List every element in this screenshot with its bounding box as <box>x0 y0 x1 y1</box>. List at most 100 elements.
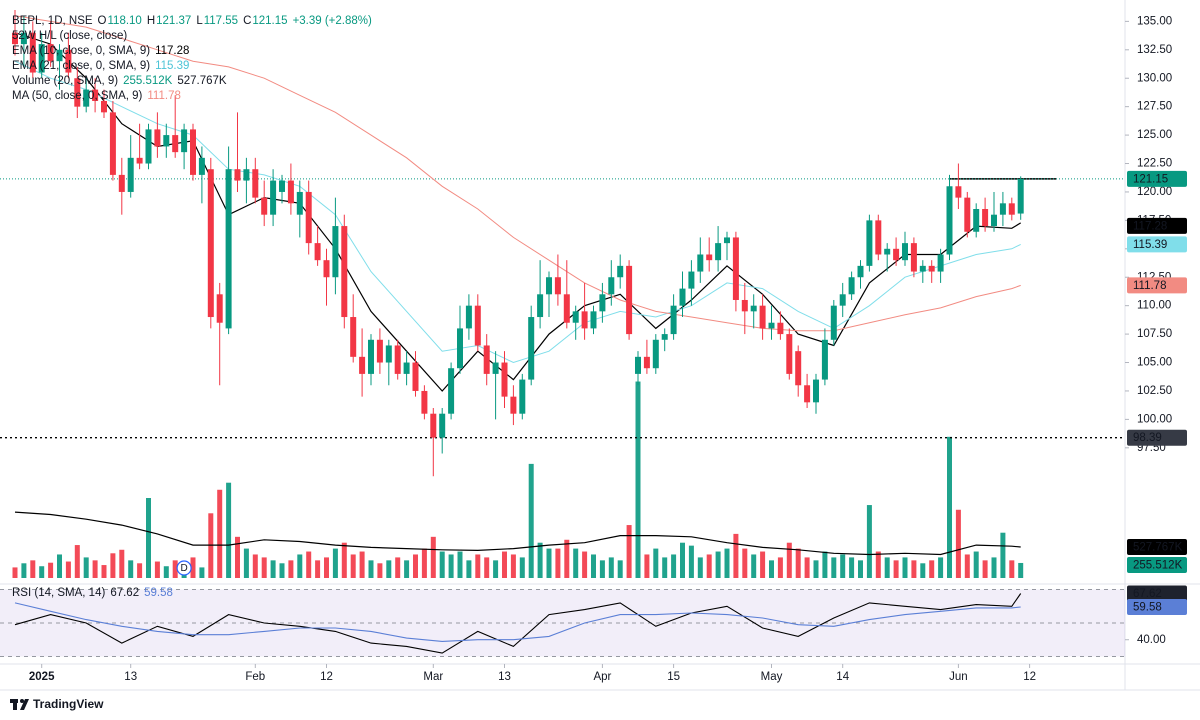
volume-bar <box>101 565 107 578</box>
volume-bar <box>146 498 151 578</box>
candle-body <box>92 89 99 101</box>
event-marker-label: D <box>180 563 187 574</box>
candle-body <box>198 157 205 175</box>
volume-bar <box>235 536 240 578</box>
volume-bar <box>973 551 979 578</box>
candle-body <box>786 334 793 374</box>
legend-text: 118.10 <box>108 15 142 27</box>
volume-bar <box>217 489 223 578</box>
candle-body <box>724 237 730 244</box>
volume-bar <box>1009 560 1015 578</box>
legend-text: C <box>243 15 251 27</box>
candle-body <box>56 49 63 62</box>
candle-body <box>145 129 152 164</box>
y-tick-label: 102.50 <box>1137 385 1172 397</box>
y-tick-label: 127.50 <box>1137 101 1172 113</box>
price-badge-label: 527.767K <box>1133 541 1183 553</box>
footer-brand: TradingView <box>33 697 104 711</box>
legend-text: 121.15 <box>252 15 287 27</box>
volume-bar <box>199 567 205 578</box>
volume-bar <box>306 551 312 578</box>
candle-body <box>38 44 45 73</box>
candle-body <box>448 368 455 414</box>
volume-bar <box>30 560 36 578</box>
candle-body <box>884 248 891 255</box>
candle-body <box>314 243 321 261</box>
candle-body <box>252 169 259 198</box>
candle-body <box>65 49 72 73</box>
volume-bar <box>457 551 463 578</box>
volume-bar <box>39 566 45 578</box>
volume-bar <box>866 505 872 578</box>
candle-body <box>287 180 294 204</box>
y-tick-label: 40.00 <box>1137 634 1166 646</box>
logo-mark <box>13 699 17 710</box>
candle-body <box>697 254 704 272</box>
y-tick-label: 110.00 <box>1137 300 1171 312</box>
x-tick-label: Feb <box>245 671 265 683</box>
candle-body <box>385 345 392 363</box>
legend-text: 117.55 <box>204 15 238 27</box>
candle-body <box>830 305 837 340</box>
volume-bar <box>813 560 819 578</box>
volume-bar <box>849 557 855 578</box>
candle-body <box>323 260 330 278</box>
x-tick-label: May <box>761 671 783 683</box>
candle-body <box>101 100 107 113</box>
price-badge <box>1127 429 1187 446</box>
volume-bar <box>154 561 160 578</box>
volume-bar <box>341 542 347 578</box>
candle-body <box>12 32 18 45</box>
volume-bar <box>226 482 232 578</box>
volume-bar <box>582 551 588 578</box>
candle-body <box>261 197 268 215</box>
volume-bar <box>662 557 668 578</box>
candle-body <box>190 129 196 175</box>
candle-body <box>368 339 374 374</box>
volume-bar <box>777 557 783 578</box>
volume-bar <box>270 560 276 578</box>
candle-body <box>501 362 508 397</box>
volume-bar <box>608 557 614 578</box>
volume-bar <box>537 542 543 578</box>
volume-bar <box>110 553 116 578</box>
y-tick-label: 130.00 <box>1137 72 1172 84</box>
volume-bar <box>413 554 418 578</box>
candle-body <box>1017 178 1024 214</box>
volume-bar <box>724 548 730 578</box>
price-badge-label: 115.39 <box>1133 239 1167 251</box>
event-marker <box>176 560 192 576</box>
candle-body <box>875 220 882 255</box>
price-badge <box>1127 170 1187 187</box>
candle-body <box>74 78 81 107</box>
candle-body <box>590 311 597 329</box>
legend-text: EMA (21, close, 0, SMA, 9) <box>12 60 150 72</box>
volume-bar <box>573 548 579 578</box>
candle-body <box>706 254 713 261</box>
candle-body <box>546 277 552 295</box>
candle-body <box>350 317 357 357</box>
price-badge <box>1127 556 1187 573</box>
volume-bar <box>332 548 338 578</box>
volume-bar <box>315 560 321 578</box>
candle-body <box>572 311 579 323</box>
candle-body <box>902 243 908 261</box>
price-badge <box>1127 585 1187 602</box>
candle-body <box>234 169 241 181</box>
candle-body <box>1008 203 1015 215</box>
x-tick-label: Mar <box>423 671 443 683</box>
candle-body <box>163 135 170 147</box>
legend-text: RSI (14, SMA, 14) <box>12 587 105 599</box>
volume-bar <box>475 554 481 578</box>
y-tick-label: 122.50 <box>1137 158 1172 170</box>
volume-bar <box>288 560 294 578</box>
volume-bar <box>875 551 881 578</box>
volume-bar <box>893 560 899 578</box>
candle-body <box>635 356 641 374</box>
volume-bar <box>840 554 846 578</box>
volume-bar <box>751 554 757 578</box>
x-tick-label: 12 <box>320 671 333 683</box>
x-tick-label: 12 <box>1023 671 1036 683</box>
candle-body <box>403 362 410 374</box>
